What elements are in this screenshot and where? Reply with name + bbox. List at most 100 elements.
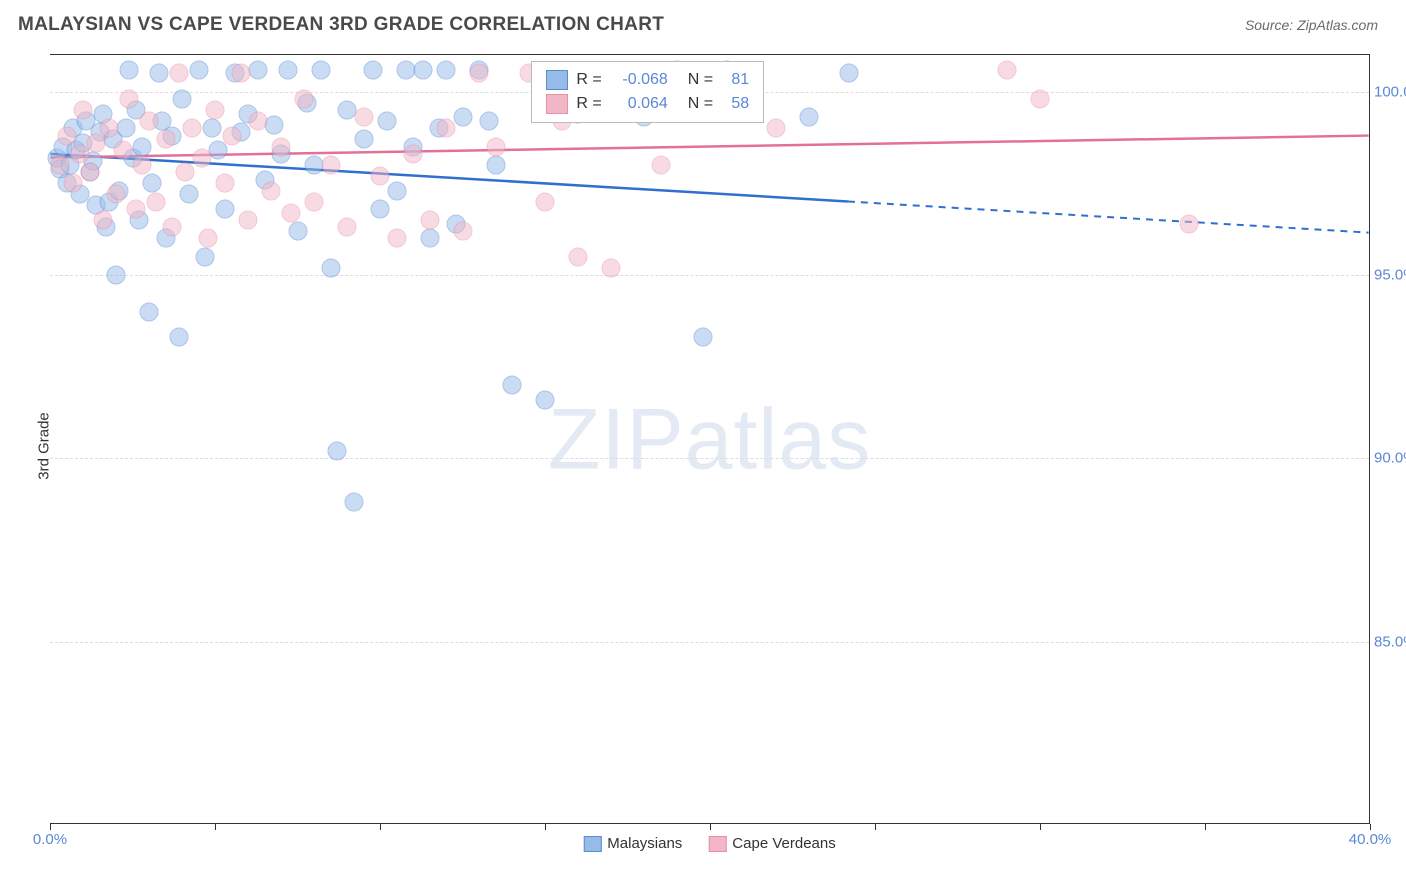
- cape-verdeans-point: [569, 247, 588, 266]
- x-tick: [50, 824, 51, 830]
- x-tick-label: 40.0%: [1349, 831, 1392, 848]
- cape-verdeans-point: [295, 90, 314, 109]
- cape-verdeans-point: [133, 156, 152, 175]
- malaysians-point: [694, 328, 713, 347]
- cape-verdeans-point: [107, 185, 126, 204]
- cape-verdeans-point: [1031, 90, 1050, 109]
- malaysians-point: [453, 108, 472, 127]
- malaysians-point: [173, 90, 192, 109]
- y-tick-label: 85.0%: [1374, 633, 1406, 650]
- y-tick-label: 90.0%: [1374, 450, 1406, 467]
- cape-verdeans-point: [87, 134, 106, 153]
- x-tick: [875, 824, 876, 830]
- malaysians-point: [364, 60, 383, 79]
- cape-verdeans-point: [126, 200, 145, 219]
- n-value: 58: [721, 95, 749, 113]
- legend-swatch: [546, 94, 568, 114]
- cape-verdeans-point: [248, 112, 267, 131]
- cape-verdeans-point: [156, 130, 175, 149]
- cape-verdeans-point: [602, 258, 621, 277]
- trend-lines-layer: [50, 55, 1369, 824]
- cape-verdeans-point: [80, 163, 99, 182]
- cape-verdeans-point: [262, 181, 281, 200]
- cape-verdeans-point: [50, 156, 69, 175]
- malaysians-point: [143, 174, 162, 193]
- legend-stat-row: R =-0.068N =81: [546, 68, 749, 92]
- malaysians-point: [116, 119, 135, 138]
- r-value: -0.068: [610, 71, 668, 89]
- malaysians-point: [800, 108, 819, 127]
- malaysians-point: [387, 181, 406, 200]
- x-tick: [1040, 824, 1041, 830]
- legend-item: Cape Verdeans: [708, 835, 835, 852]
- malaysians-point: [278, 60, 297, 79]
- y-tick-label: 100.0%: [1374, 83, 1406, 100]
- scatter-plot-area: ZIPatlas R =-0.068N =81R =0.064N =58 Mal…: [50, 54, 1370, 824]
- cape-verdeans-point: [453, 222, 472, 241]
- malaysians-point: [202, 119, 221, 138]
- malaysians-point: [503, 376, 522, 395]
- cape-verdeans-point: [470, 64, 489, 83]
- n-label: N =: [688, 71, 713, 89]
- cape-verdeans-point: [387, 229, 406, 248]
- r-label: R =: [576, 95, 601, 113]
- malaysians-point: [265, 115, 284, 134]
- cape-verdeans-point: [93, 211, 112, 230]
- cape-verdeans-point: [215, 174, 234, 193]
- malaysians-point: [149, 64, 168, 83]
- malaysians-point: [209, 141, 228, 160]
- cape-verdeans-point: [64, 174, 83, 193]
- cape-verdeans-point: [176, 163, 195, 182]
- cape-verdeans-point: [272, 137, 291, 156]
- cape-verdeans-point: [100, 119, 119, 138]
- x-tick: [545, 824, 546, 830]
- n-value: 81: [721, 71, 749, 89]
- malaysians-point: [189, 60, 208, 79]
- legend-stat-row: R = 0.064 N = 58: [546, 92, 749, 116]
- cape-verdeans-point: [305, 192, 324, 211]
- malaysians-point: [344, 493, 363, 512]
- legend-label: Cape Verdeans: [732, 835, 835, 852]
- source-attribution: Source: ZipAtlas.com: [1245, 17, 1378, 33]
- legend-swatch: [546, 70, 568, 90]
- malaysians-point: [371, 200, 390, 219]
- cape-verdeans-point: [232, 64, 251, 83]
- chart-title: MALAYSIAN VS CAPE VERDEAN 3RD GRADE CORR…: [18, 14, 664, 36]
- cape-verdeans-point: [74, 101, 93, 120]
- malaysians-point: [486, 156, 505, 175]
- cape-verdeans-point: [371, 167, 390, 186]
- malaysians-point: [140, 302, 159, 321]
- x-tick: [380, 824, 381, 830]
- cape-verdeans-point: [354, 108, 373, 127]
- y-tick-label: 95.0%: [1374, 267, 1406, 284]
- r-value: 0.064: [610, 95, 668, 113]
- cape-verdeans-point: [222, 126, 241, 145]
- gridline-horizontal: [50, 642, 1369, 643]
- malaysians-point: [196, 247, 215, 266]
- cape-verdeans-point: [140, 112, 159, 131]
- malaysians-point: [839, 64, 858, 83]
- malaysians-point: [321, 258, 340, 277]
- cape-verdeans-point: [192, 148, 211, 167]
- cape-verdeans-point: [57, 126, 76, 145]
- cape-verdeans-point: [163, 218, 182, 237]
- n-label: N =: [688, 95, 713, 113]
- cape-verdeans-point: [338, 218, 357, 237]
- cape-verdeans-point: [486, 137, 505, 156]
- malaysians-point: [133, 137, 152, 156]
- malaysians-point: [536, 390, 555, 409]
- malaysians-point: [437, 60, 456, 79]
- x-tick: [710, 824, 711, 830]
- legend-label: Malaysians: [607, 835, 682, 852]
- series-legend: Malaysians Cape Verdeans: [583, 835, 835, 852]
- x-tick: [1205, 824, 1206, 830]
- cape-verdeans-point: [206, 101, 225, 120]
- malaysians-point: [120, 60, 139, 79]
- cape-verdeans-point: [239, 211, 258, 230]
- x-tick: [1370, 824, 1371, 830]
- legend-swatch: [708, 836, 726, 852]
- malaysians-point: [248, 60, 267, 79]
- malaysians-point: [413, 60, 432, 79]
- malaysians-point: [169, 328, 188, 347]
- cape-verdeans-point: [437, 119, 456, 138]
